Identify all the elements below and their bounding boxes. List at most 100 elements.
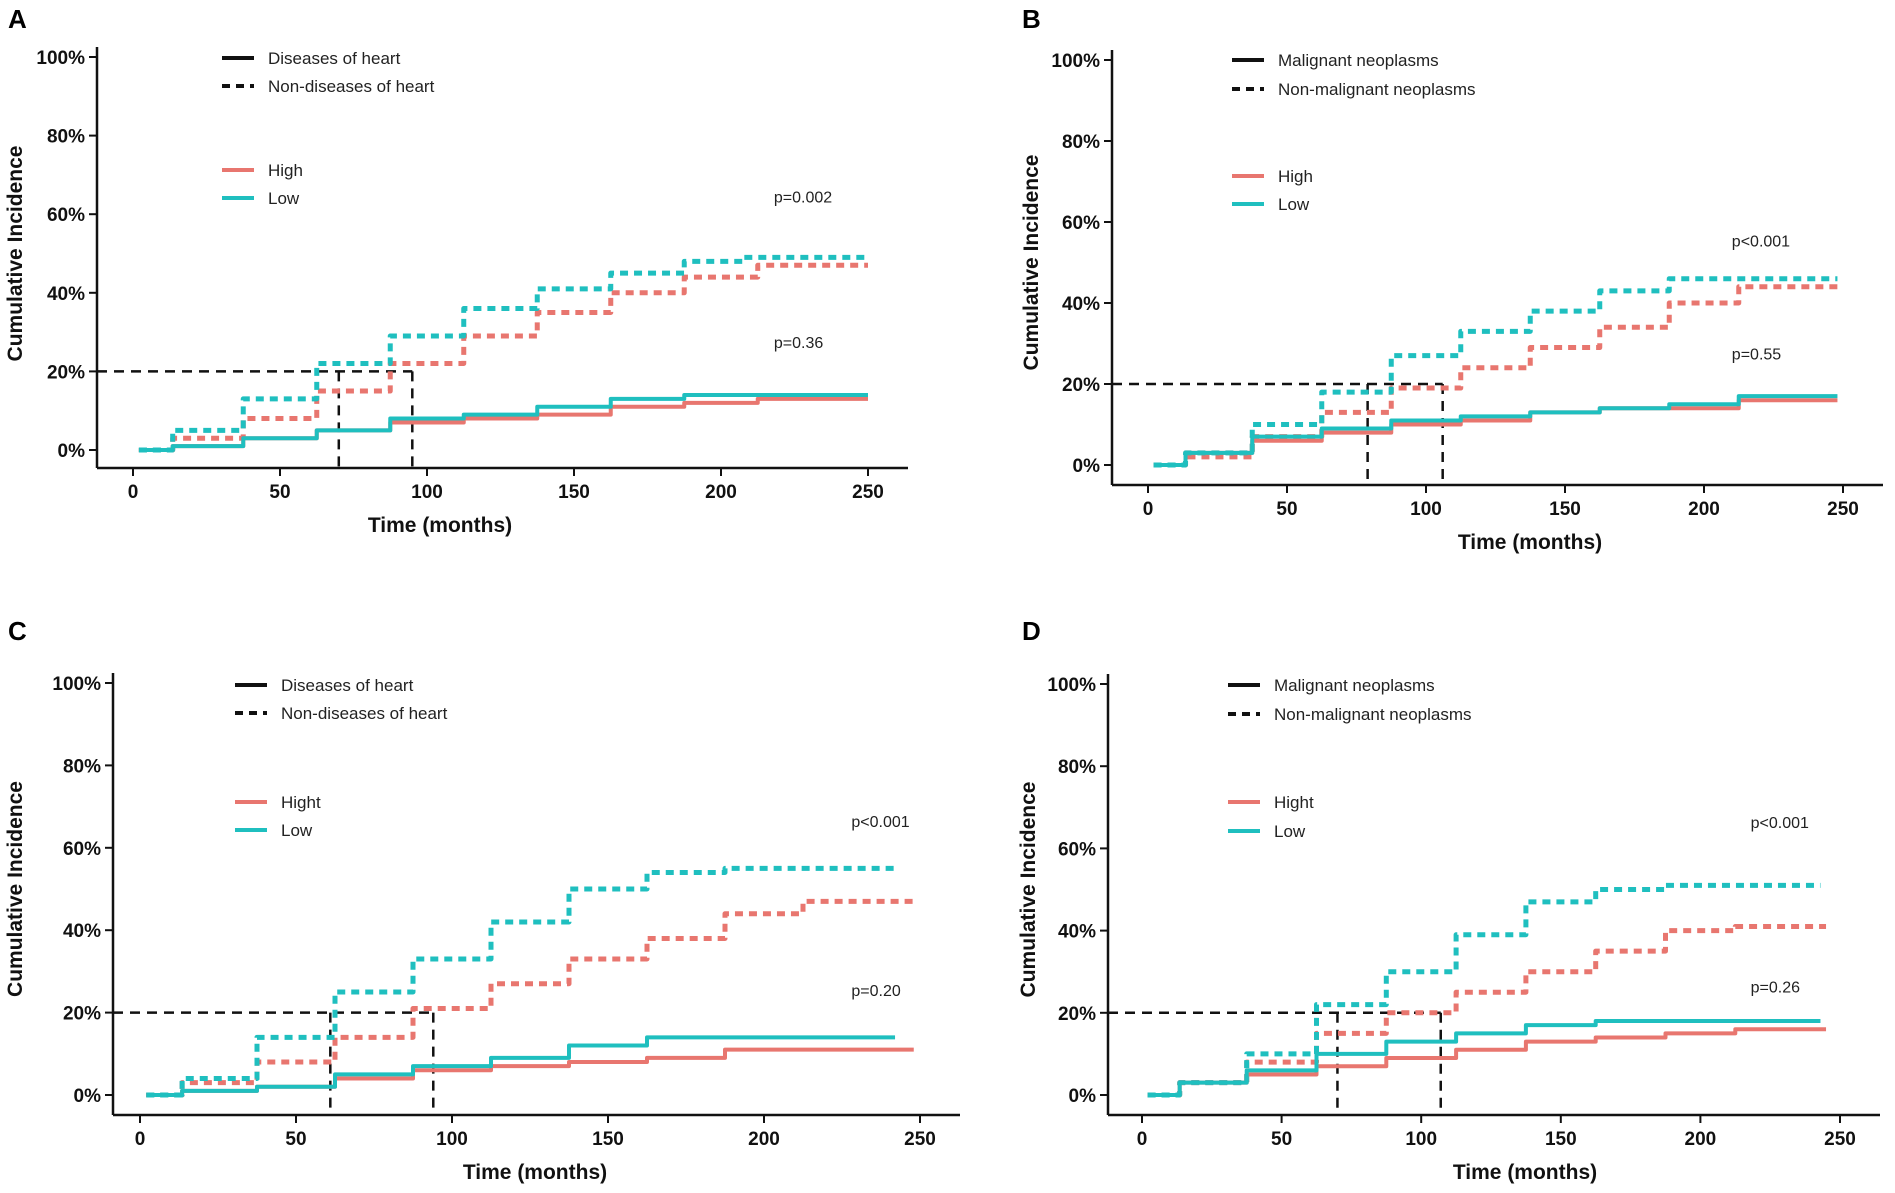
x-axis-title: Time (months) [1453, 1161, 1597, 1184]
legend-linetype-label: Non-diseases of heart [281, 704, 448, 723]
legend-group-label: Low [281, 821, 313, 840]
series-high-solid [138, 396, 868, 452]
x-tick-label: 150 [1545, 1129, 1577, 1150]
panel-b: B 0% 20% 40% 60% 80% 100% 0 50 100 150 200 250 Time (… [1020, 4, 1883, 554]
legend-group-label: Hight [281, 793, 321, 812]
y-tick-label: 100% [1051, 51, 1100, 72]
x-tick-label: 200 [705, 482, 737, 503]
legend-linetype-label: Diseases of heart [281, 676, 414, 695]
legend-group-label: Low [1274, 822, 1306, 841]
panel-c: C 0% 20% 40% 60% 80% 100% 0 50 100 150 200 250 Time (… [4, 616, 960, 1184]
x-tick-label: 0 [1143, 499, 1154, 520]
x-tick-label: 150 [558, 482, 590, 503]
legend-linetype-label: Non-malignant neoplasms [1274, 705, 1472, 724]
y-tick-label: 40% [1062, 294, 1100, 315]
series-high-dashed [1153, 284, 1838, 468]
y-tick-label: 80% [63, 756, 101, 777]
x-tick-label: 150 [1549, 499, 1581, 520]
x-tick-label: 50 [269, 482, 290, 503]
p-value-label: p=0.26 [1751, 979, 1800, 996]
y-tick-label: 0% [74, 1086, 102, 1107]
p-value-label: p=0.20 [851, 983, 900, 1000]
y-tick-label: 0% [1069, 1086, 1097, 1107]
series-low-solid [1147, 1019, 1821, 1097]
y-axis-title: Cumulative Incidence [1020, 155, 1043, 371]
legend-group-label: Low [1278, 195, 1310, 214]
legend-linetype-label: Non-malignant neoplasms [1278, 80, 1476, 99]
series-low-dashed [1147, 882, 1821, 1098]
legend-linetype-label: Non-diseases of heart [268, 77, 435, 96]
y-tick-label: 80% [1058, 757, 1096, 778]
legend-group-label: Hight [1274, 793, 1314, 812]
legend-group-label: Low [268, 189, 300, 208]
panel-letter: C [8, 616, 27, 646]
y-axis-title: Cumulative Incidence [1017, 782, 1040, 998]
y-tick-label: 40% [1058, 922, 1096, 943]
p-value-label: p<0.001 [1732, 233, 1790, 250]
panel-a: A 0% 20% 40% 60% 80% 100% 0 50 100 150 200 250 Time (… [4, 4, 908, 537]
series-low-solid [146, 1035, 896, 1097]
x-tick-label: 150 [592, 1129, 624, 1150]
panel-letter: B [1022, 4, 1041, 34]
x-axis-title: Time (months) [463, 1161, 607, 1184]
x-tick-label: 0 [135, 1129, 146, 1150]
y-axis-title: Cumulative Incidence [4, 781, 27, 997]
x-tick-label: 250 [904, 1129, 936, 1150]
legend-linetype-label: Malignant neoplasms [1278, 51, 1439, 70]
series-low-solid [1153, 394, 1838, 467]
panel-d: D 0% 20% 40% 60% 80% 100% 0 50 100 150 200 250 Time (… [1017, 616, 1880, 1184]
y-tick-label: 20% [47, 362, 85, 383]
y-tick-label: 100% [36, 48, 85, 69]
x-tick-label: 0 [1137, 1129, 1148, 1150]
x-axis-title: Time (months) [1458, 531, 1602, 554]
x-tick-label: 100 [411, 482, 443, 503]
x-tick-label: 250 [1824, 1129, 1856, 1150]
y-axis-title: Cumulative Incidence [4, 146, 27, 362]
p-value-label: p=0.36 [774, 335, 823, 352]
y-tick-label: 60% [1058, 839, 1096, 860]
p-value-label: p=0.002 [774, 189, 832, 206]
x-tick-label: 100 [1410, 499, 1442, 520]
x-tick-label: 200 [1685, 1129, 1717, 1150]
y-tick-label: 60% [63, 839, 101, 860]
series-low-dashed [1153, 276, 1838, 468]
legend-linetype-label: Malignant neoplasms [1274, 676, 1435, 695]
y-tick-label: 40% [63, 921, 101, 942]
x-tick-label: 200 [748, 1129, 780, 1150]
y-tick-label: 60% [1062, 213, 1100, 234]
x-tick-label: 0 [128, 482, 139, 503]
y-tick-label: 0% [58, 441, 86, 462]
x-tick-label: 50 [1276, 499, 1297, 520]
x-tick-label: 100 [1405, 1129, 1437, 1150]
panel-letter: D [1022, 616, 1041, 646]
y-tick-label: 40% [47, 284, 85, 305]
series-high-solid [1153, 398, 1838, 467]
y-tick-label: 80% [47, 127, 85, 148]
x-tick-label: 100 [436, 1129, 468, 1150]
y-tick-label: 20% [1058, 1004, 1096, 1025]
x-tick-label: 50 [1271, 1129, 1292, 1150]
p-value-label: p<0.001 [851, 814, 909, 831]
y-tick-label: 60% [47, 205, 85, 226]
x-tick-label: 200 [1688, 499, 1720, 520]
series-low-dashed [138, 254, 868, 453]
legend-linetype-label: Diseases of heart [268, 49, 401, 68]
series-high-dashed [138, 262, 868, 453]
y-tick-label: 0% [1073, 456, 1101, 477]
y-tick-label: 80% [1062, 132, 1100, 153]
y-tick-label: 20% [63, 1004, 101, 1025]
x-tick-label: 250 [1827, 499, 1859, 520]
p-value-label: p<0.001 [1751, 815, 1809, 832]
y-tick-label: 100% [1047, 675, 1096, 696]
x-tick-label: 50 [285, 1129, 306, 1150]
series-low-solid [138, 392, 868, 452]
panel-letter: A [8, 4, 27, 34]
p-value-label: p=0.55 [1732, 347, 1781, 364]
y-tick-label: 20% [1062, 375, 1100, 396]
series-high-solid [1147, 1027, 1827, 1097]
legend-group-label: High [268, 161, 303, 180]
series-low-dashed [146, 865, 896, 1098]
x-axis-title: Time (months) [368, 514, 512, 537]
x-tick-label: 250 [852, 482, 884, 503]
